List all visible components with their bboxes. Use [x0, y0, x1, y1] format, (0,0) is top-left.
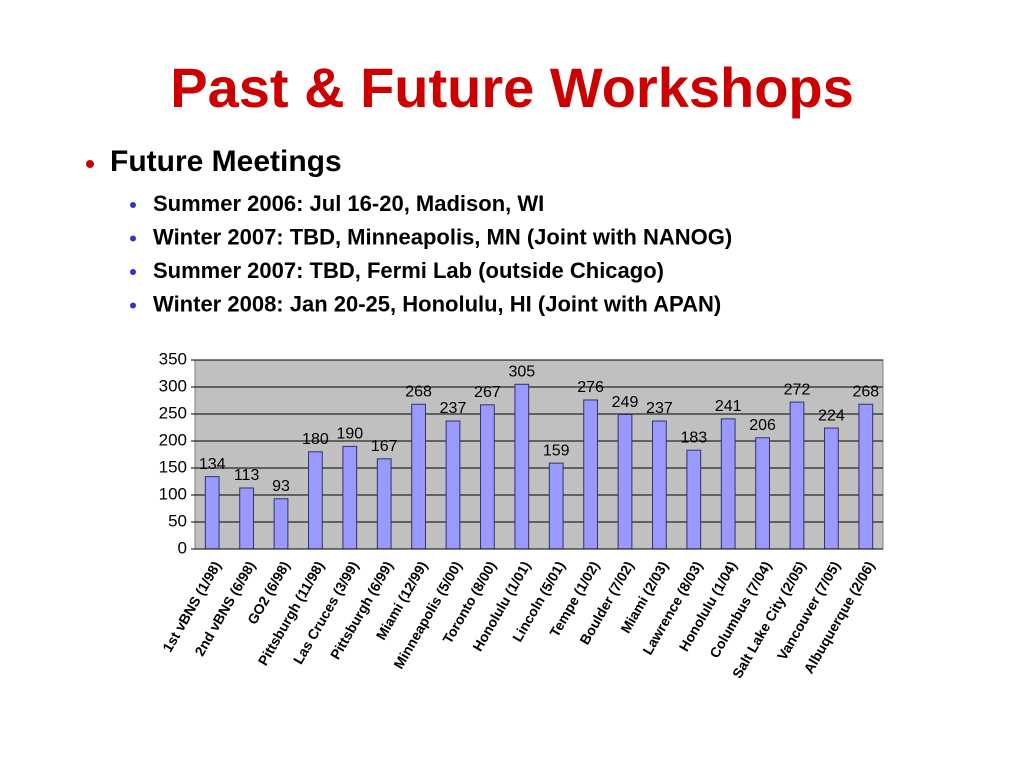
bullet-list: Summer 2006: Jul 16-20, Madison, WI Winte… [130, 191, 732, 316]
bar [204, 476, 220, 550]
bar [720, 418, 736, 550]
bar [583, 399, 598, 550]
value-label: 268 [405, 383, 432, 400]
y-tick-label: 200 [159, 430, 187, 449]
value-label: 93 [272, 478, 290, 495]
bullet-item: Winter 2008: Jan 20-25, Honolulu, HI (Jo… [153, 291, 721, 316]
value-label: 305 [508, 364, 535, 381]
value-label: 268 [852, 383, 879, 400]
value-label: 241 [715, 398, 742, 415]
value-label: 206 [749, 417, 776, 434]
value-label: 276 [577, 379, 604, 396]
bar [789, 401, 805, 550]
bar [273, 498, 289, 550]
bullet-dot [130, 235, 136, 242]
value-label: 180 [302, 431, 329, 448]
bar [824, 427, 839, 550]
value-label: 113 [234, 467, 260, 484]
bar [308, 451, 323, 550]
bar [548, 462, 564, 550]
bullet-dot [130, 302, 136, 309]
value-label: 224 [818, 407, 845, 424]
plot-area [194, 359, 884, 550]
bullet-dot [86, 160, 94, 168]
value-label: 167 [371, 438, 398, 455]
bullet-dot [130, 202, 136, 208]
value-label: 190 [336, 426, 363, 443]
y-tick-label: 100 [159, 484, 187, 503]
bar [858, 403, 874, 550]
bar [239, 487, 254, 550]
y-tick-label: 300 [159, 376, 187, 395]
y-tick-label: 250 [159, 403, 187, 422]
bar [342, 445, 358, 550]
value-label: 272 [784, 381, 811, 398]
bar [514, 383, 530, 550]
value-label: 237 [646, 400, 673, 417]
bullet-item: Summer 2007: TBD, Fermi Lab (outside Chi… [153, 258, 664, 283]
bullet-dot [130, 269, 136, 275]
bar [445, 420, 461, 550]
value-label: 267 [474, 384, 501, 401]
value-label: 159 [543, 442, 570, 459]
bullet-item: Summer 2006: Jul 16-20, Madison, WI [153, 191, 544, 216]
bar [652, 420, 667, 550]
value-label: 134 [199, 456, 226, 473]
y-tick-label: 150 [159, 457, 187, 476]
bar [755, 437, 770, 550]
bullet-item: Winter 2007: TBD, Minneapolis, MN (Joint… [153, 224, 732, 249]
y-tick-label: 350 [159, 349, 187, 368]
slide-title: Past & Future Workshops [170, 56, 854, 119]
value-label: 183 [680, 429, 707, 446]
y-tick-label: 50 [168, 511, 187, 530]
bar [376, 458, 392, 550]
value-label: 237 [440, 400, 467, 417]
y-tick-label: 0 [178, 538, 187, 557]
value-label: 249 [612, 394, 639, 411]
bullet-heading: Future Meetings [110, 145, 342, 178]
bar [617, 414, 633, 550]
bar [480, 404, 495, 550]
bar [411, 403, 426, 550]
bar [686, 449, 702, 550]
